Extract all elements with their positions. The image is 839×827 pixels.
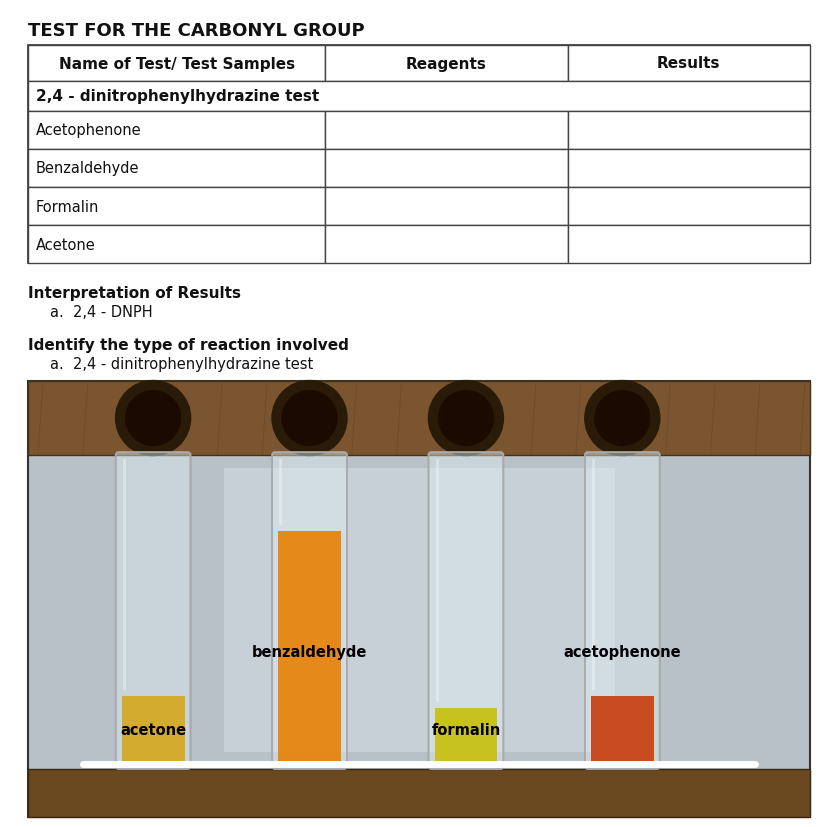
Bar — [28, 226, 326, 264]
Text: a.  2,4 - dinitrophenylhydrazine test: a. 2,4 - dinitrophenylhydrazine test — [50, 356, 313, 371]
Bar — [567, 46, 810, 82]
Bar — [435, 708, 498, 764]
Bar — [567, 226, 810, 264]
Bar — [28, 188, 326, 226]
Text: TEST FOR THE CARBONYL GROUP: TEST FOR THE CARBONYL GROUP — [28, 22, 365, 40]
Bar — [326, 188, 567, 226]
Bar — [28, 46, 810, 264]
Bar — [278, 531, 341, 764]
Bar — [591, 696, 654, 764]
Bar — [28, 46, 326, 82]
Text: Identify the type of reaction involved: Identify the type of reaction involved — [28, 337, 349, 352]
Text: Acetone: Acetone — [36, 237, 96, 252]
Circle shape — [272, 381, 347, 456]
Bar — [326, 46, 567, 82]
Bar — [567, 112, 810, 150]
Text: Name of Test/ Test Samples: Name of Test/ Test Samples — [59, 56, 294, 71]
Bar — [28, 381, 810, 456]
Bar — [28, 82, 810, 112]
Bar — [28, 769, 810, 817]
Circle shape — [595, 391, 649, 446]
FancyBboxPatch shape — [272, 452, 347, 769]
Text: Acetophenone: Acetophenone — [36, 123, 142, 138]
Text: Benzaldehyde: Benzaldehyde — [36, 161, 139, 176]
Text: benzaldehyde: benzaldehyde — [252, 644, 367, 659]
Bar — [567, 150, 810, 188]
Text: a.  2,4 - DNPH: a. 2,4 - DNPH — [50, 304, 153, 319]
Bar — [223, 469, 614, 752]
FancyBboxPatch shape — [429, 452, 503, 769]
Circle shape — [282, 391, 337, 446]
Circle shape — [126, 391, 180, 446]
Bar — [28, 112, 326, 150]
Bar — [122, 696, 185, 764]
Text: Interpretation of Results: Interpretation of Results — [28, 285, 241, 301]
Circle shape — [585, 381, 659, 456]
Circle shape — [439, 391, 493, 446]
FancyBboxPatch shape — [116, 452, 190, 769]
Bar — [28, 381, 810, 817]
Bar — [567, 188, 810, 226]
FancyBboxPatch shape — [585, 452, 659, 769]
Bar — [326, 150, 567, 188]
Text: formalin: formalin — [431, 723, 501, 738]
Circle shape — [429, 381, 503, 456]
Text: acetophenone: acetophenone — [564, 644, 681, 659]
Text: 2,4 - dinitrophenylhydrazine test: 2,4 - dinitrophenylhydrazine test — [36, 89, 320, 104]
Bar — [326, 226, 567, 264]
Bar — [326, 112, 567, 150]
Text: acetone: acetone — [120, 723, 186, 738]
Circle shape — [116, 381, 190, 456]
Text: Formalin: Formalin — [36, 199, 99, 214]
Text: Results: Results — [657, 56, 721, 71]
Bar — [28, 150, 326, 188]
Text: Reagents: Reagents — [406, 56, 487, 71]
